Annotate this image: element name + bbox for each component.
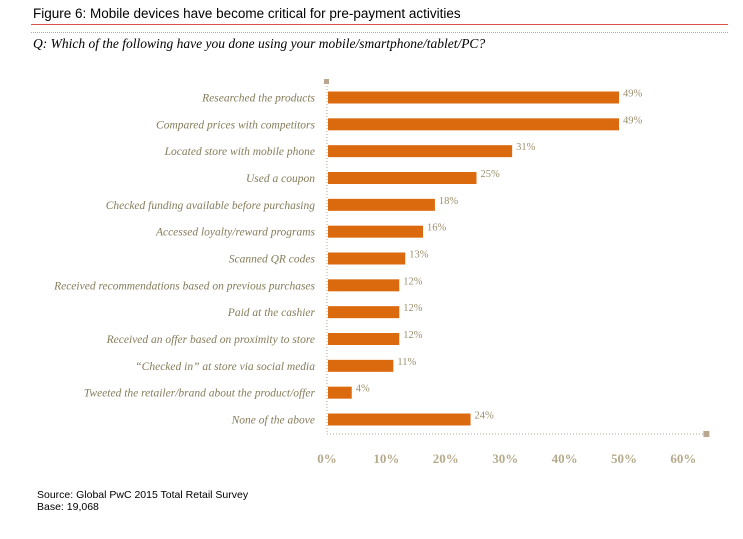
category-label: Compared prices with competitors [156,119,315,131]
y-axis-marker [324,79,329,84]
category-label: None of the above [231,415,315,427]
category-label: Received recommendations based on previo… [53,280,315,292]
x-tick-label: 20% [433,451,459,466]
chart-category-labels: Researched the products Compared prices w… [53,93,315,427]
category-label: Used a coupon [246,173,315,185]
x-tick-label: 50% [611,451,637,466]
value-label: 11% [397,357,416,368]
bar [328,413,471,426]
bar [328,118,620,131]
bar [328,333,400,345]
value-label: 13% [409,250,429,261]
category-label: Tweeted the retailer/brand about the pro… [84,388,316,400]
bar [328,279,400,292]
source-note: Source: Global PwC 2015 Total Retail Sur… [37,489,248,513]
survey-question: Q: Which of the following have you done … [33,36,486,51]
x-tick-label: 0% [317,451,337,466]
value-label: 18% [439,196,459,207]
value-label: 31% [516,142,536,153]
bar [328,359,394,372]
category-label: “Checked in” at store via social media [135,361,315,373]
source-line: Source: Global PwC 2015 Total Retail Sur… [37,489,249,501]
title-rule [31,24,728,25]
figure-title: Figure 6: Mobile devices have become cri… [33,6,461,21]
chart-axes [324,79,710,437]
x-tick-label: 30% [492,451,518,466]
base-line: Base: 19,068 [37,501,99,513]
category-label: Checked funding available before purchas… [106,200,316,212]
category-label: Accessed loyalty/reward programs [155,227,316,239]
chart-bars [328,91,620,426]
chart-tick-labels: 0% 10% 20% 30% 40% 50% 60% [317,451,696,466]
category-label: Received an offer based on proximity to … [106,334,315,346]
value-label: 12% [403,303,423,314]
x-tick-label: 40% [552,451,578,466]
category-label: Paid at the cashier [227,307,316,319]
bar [328,145,513,158]
bar [328,91,620,104]
chart-value-labels: 49% 49% 31% 25% 18% 16% 13% 12% 12% 12% 11% 4% 24% [356,89,643,422]
value-label: 4% [356,384,370,395]
category-label: Researched the products [201,93,315,105]
bar [328,252,406,265]
value-label: 16% [427,223,447,234]
bar [328,306,400,319]
x-tick-label: 10% [373,451,399,466]
value-label: 24% [475,411,495,422]
value-label: 12% [403,330,423,341]
category-label: Scanned QR codes [229,254,316,266]
value-label: 49% [623,89,643,100]
value-label: 49% [623,115,643,126]
value-label: 25% [481,169,501,180]
x-tick-label: 60% [670,451,696,466]
bar [328,172,477,184]
value-label: 12% [403,276,423,287]
bar [328,198,435,211]
category-label: Located store with mobile phone [164,146,315,158]
bar [328,386,352,399]
title-dotted-rule [31,32,728,33]
x-axis-marker [703,431,710,437]
bar [328,225,424,238]
